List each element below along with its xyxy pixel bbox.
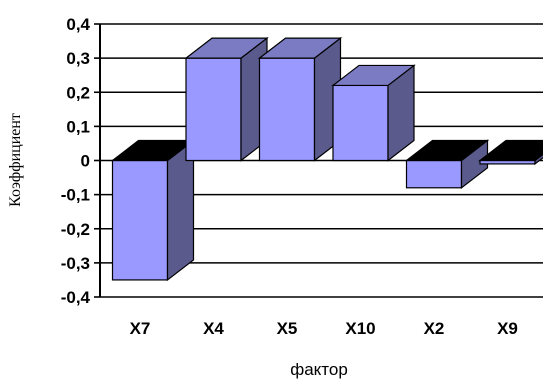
bar-front	[185, 57, 242, 162]
bar-top	[478, 139, 543, 162]
bar-x9	[478, 139, 543, 166]
bar-x5	[257, 36, 343, 162]
bar-x2	[404, 139, 490, 190]
x-category-label: X7	[130, 319, 151, 338]
bar-x10	[331, 64, 416, 162]
x-category-label: X9	[497, 319, 518, 338]
bar-top	[331, 64, 416, 87]
x-category-label: X2	[424, 319, 445, 338]
bars	[110, 36, 543, 282]
y-tick-label: 0,4	[66, 15, 90, 34]
y-tick-label: 0,2	[66, 83, 90, 102]
bar-front	[111, 159, 169, 281]
bar-top	[257, 37, 343, 59]
x-axis-categories: X7 X4 X5 X10 X2 X9	[130, 319, 518, 338]
y-tick-label: -0,4	[61, 288, 91, 307]
y-tick-label: 0,3	[66, 49, 90, 68]
bar-x7	[110, 139, 196, 282]
x-axis-label: фактор	[290, 360, 348, 379]
y-tick-label: 0	[81, 152, 90, 171]
bar-top	[184, 37, 269, 59]
bar-x4	[184, 36, 269, 162]
y-tick-label: -0,3	[61, 254, 90, 273]
x-category-label: X4	[203, 319, 224, 338]
bar-front	[258, 57, 316, 162]
bar-side	[534, 153, 543, 166]
y-axis-ticks: 0,4 0,3 0,2 0,1 0 -0,1 -0,2 -0,3 -0,4	[61, 15, 100, 307]
y-tick-label: -0,2	[61, 220, 90, 239]
bar-side	[166, 139, 195, 282]
y-tick-label: 0,1	[66, 117, 90, 136]
bar-front	[332, 84, 389, 162]
y-tick-label: -0,1	[61, 186, 90, 205]
bar-top	[404, 139, 490, 162]
bar-front	[405, 159, 463, 189]
x-category-label: X5	[277, 319, 298, 338]
x-category-label: X10	[345, 319, 375, 338]
y-axis-label: Коэффициент	[7, 113, 24, 207]
